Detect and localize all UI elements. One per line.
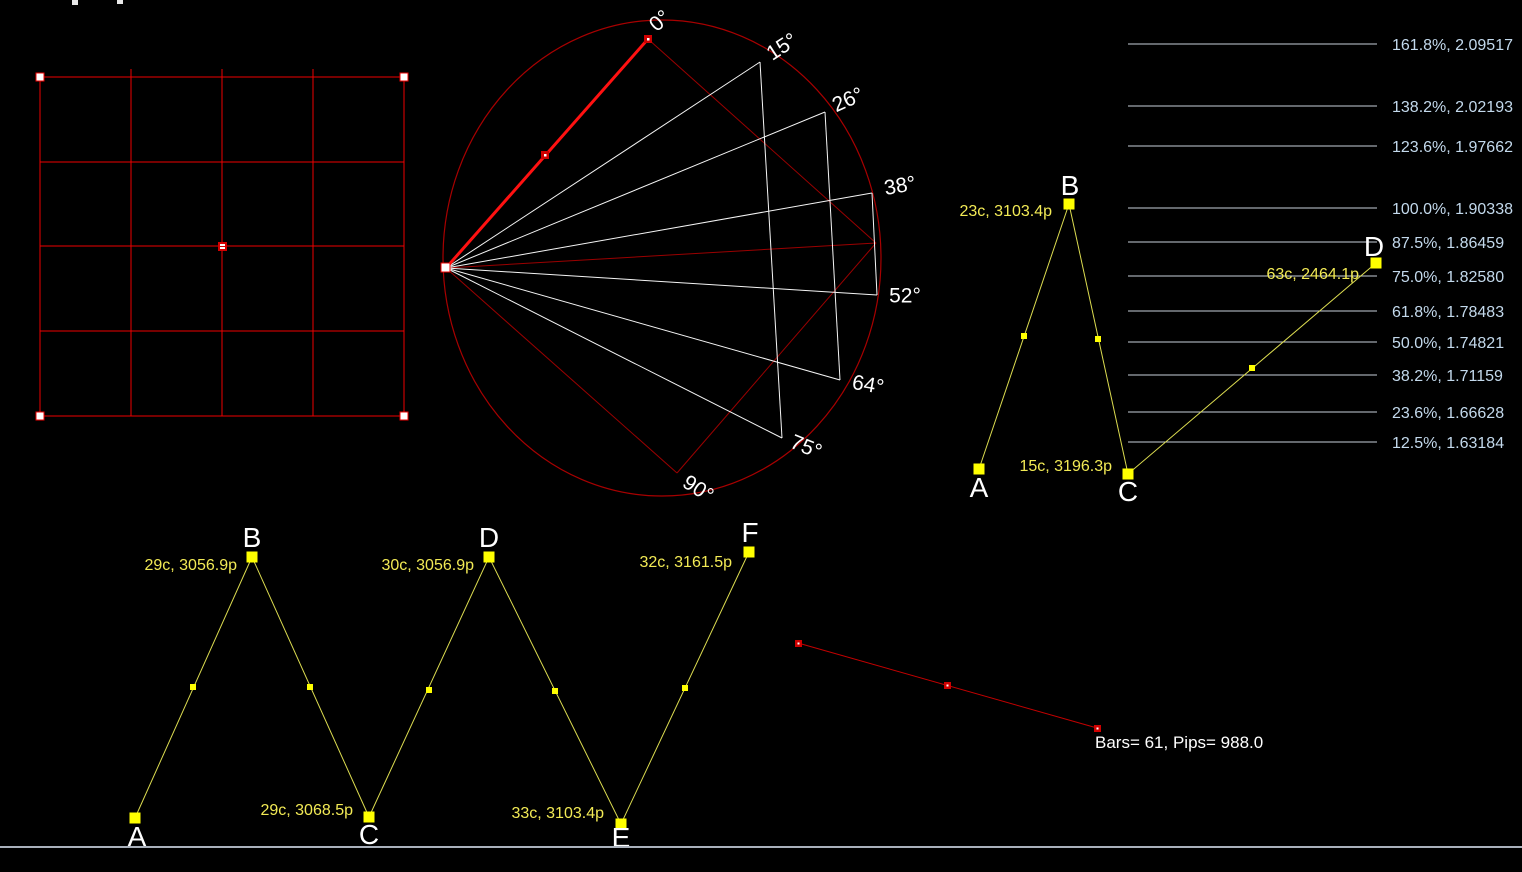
fib-level-label: 100.0%, 1.90338 bbox=[1392, 201, 1513, 218]
handle-core-dot bbox=[544, 154, 547, 157]
zigzag-letter-B: B bbox=[243, 522, 262, 553]
gann-grid-center-handle[interactable] bbox=[218, 242, 227, 251]
gann-angle-label: 75° bbox=[787, 430, 825, 463]
zigzag-pip-D: 30c, 3056.9p bbox=[381, 557, 474, 574]
zigzag-pattern[interactable]: A B C D E F 29c, 3056.9p 29c, 3068.5p 30… bbox=[128, 517, 759, 853]
fib-level-label: 50.0%, 1.74821 bbox=[1392, 335, 1504, 352]
abcd-mid-handle[interactable] bbox=[1249, 365, 1255, 371]
gann-red-chord[interactable] bbox=[445, 242, 877, 269]
zigzag-mid-handle[interactable] bbox=[190, 684, 196, 690]
zigzag-anchor-E[interactable] bbox=[615, 818, 627, 830]
gann-vertex-handle[interactable] bbox=[440, 262, 451, 273]
gann-angle-label: 15° bbox=[762, 29, 801, 66]
abcd-mid-handle[interactable] bbox=[1095, 336, 1101, 342]
abcd-pip-C: 15c, 3196.3p bbox=[1019, 458, 1112, 475]
abcd-letter-B: B bbox=[1061, 170, 1080, 201]
handle-core-dot bbox=[797, 642, 800, 645]
gann-grid-handle[interactable] bbox=[35, 72, 45, 82]
zigzag-pip-B: 29c, 3056.9p bbox=[144, 557, 237, 574]
abcd-anchor-D[interactable] bbox=[1370, 257, 1382, 269]
fib-level-label: 87.5%, 1.86459 bbox=[1392, 235, 1504, 252]
zigzag-anchor-A[interactable] bbox=[129, 812, 141, 824]
handle-core-dot bbox=[946, 684, 949, 687]
zigzag-pip-E: 33c, 3103.4p bbox=[511, 805, 604, 822]
gann-grid-center-glyph bbox=[220, 247, 225, 249]
clipped-text-fragment bbox=[72, 0, 78, 5]
gann-fan-chord[interactable] bbox=[759, 61, 783, 439]
zigzag-polyline[interactable] bbox=[134, 551, 750, 826]
zigzag-mid-handle[interactable] bbox=[307, 684, 313, 690]
abcd-pattern[interactable]: A B C D 23c, 3103.4p 15c, 3196.3p 63c, 2… bbox=[959, 170, 1384, 507]
zigzag-pip-F: 32c, 3161.5p bbox=[639, 554, 732, 571]
gann-grid-center-glyph bbox=[220, 244, 225, 246]
zigzag-anchor-D[interactable] bbox=[483, 551, 495, 563]
gann-angle-label: 38° bbox=[882, 172, 917, 200]
gann-fan-ray-38[interactable] bbox=[445, 192, 873, 269]
zigzag-letter-F: F bbox=[741, 517, 758, 548]
abcd-letter-D: D bbox=[1364, 231, 1384, 262]
fib-level-label: 38.2%, 1.71159 bbox=[1392, 368, 1503, 385]
trendline-tool[interactable]: Bars= 61, Pips= 988.0 bbox=[795, 640, 1263, 752]
fib-level-label: 12.5%, 1.63184 bbox=[1392, 435, 1504, 452]
zigzag-mid-handle[interactable] bbox=[552, 688, 558, 694]
abcd-mid-handle[interactable] bbox=[1021, 333, 1027, 339]
gann-red-chord[interactable] bbox=[445, 267, 678, 474]
gann-red-chord[interactable] bbox=[647, 38, 877, 244]
gann-angle-label: 0° bbox=[645, 6, 675, 37]
abcd-letter-C: C bbox=[1118, 476, 1138, 507]
clipped-text-fragment bbox=[117, 0, 123, 4]
zigzag-letter-E: E bbox=[612, 822, 631, 853]
abcd-anchor-A[interactable] bbox=[973, 463, 985, 475]
gann-fan-chord[interactable] bbox=[871, 192, 878, 296]
gann-fan-chord[interactable] bbox=[824, 111, 841, 381]
zigzag-anchor-F[interactable] bbox=[743, 546, 755, 558]
gann-fan-ray-52[interactable] bbox=[445, 267, 878, 296]
gann-circle-tool[interactable]: 0° 15° 26° 38° 52° 64° 75° 90° bbox=[440, 6, 921, 508]
gann-grid[interactable] bbox=[35, 69, 409, 421]
zigzag-pip-C: 29c, 3068.5p bbox=[260, 802, 353, 819]
fib-level-label: 61.8%, 1.78483 bbox=[1392, 304, 1504, 321]
gann-fan-ray-15[interactable] bbox=[445, 61, 761, 269]
abcd-polyline[interactable] bbox=[978, 202, 1377, 475]
handle-core-dot bbox=[1096, 727, 1099, 730]
fibonacci-retracement[interactable]: 161.8%, 2.09517 138.2%, 2.02193 123.6%, … bbox=[1128, 37, 1513, 452]
fib-level-label: 75.0%, 1.82580 bbox=[1392, 269, 1504, 286]
zigzag-mid-handle[interactable] bbox=[682, 685, 688, 691]
gann-fan-ray-64[interactable] bbox=[445, 267, 841, 381]
chart-bottom-separator bbox=[0, 846, 1522, 848]
gann-fan-ray-75[interactable] bbox=[445, 267, 783, 439]
zigzag-anchor-B[interactable] bbox=[246, 551, 258, 563]
gann-red-chord[interactable] bbox=[676, 242, 877, 474]
abcd-anchor-B[interactable] bbox=[1063, 198, 1075, 210]
zigzag-anchor-C[interactable] bbox=[363, 811, 375, 823]
gann-angle-label: 64° bbox=[850, 371, 885, 399]
trendline-bars-pips-label: Bars= 61, Pips= 988.0 bbox=[1095, 733, 1263, 752]
zigzag-letter-D: D bbox=[479, 522, 499, 553]
zigzag-letter-A: A bbox=[128, 821, 147, 852]
handle-core-dot bbox=[647, 38, 650, 41]
abcd-letter-A: A bbox=[970, 472, 989, 503]
abcd-pip-B: 23c, 3103.4p bbox=[959, 203, 1052, 220]
fib-level-label: 23.6%, 1.66628 bbox=[1392, 405, 1504, 422]
gann-grid-handle[interactable] bbox=[399, 411, 409, 421]
fib-level-label: 161.8%, 2.09517 bbox=[1392, 37, 1513, 54]
abcd-pip-D: 63c, 2464.1p bbox=[1266, 266, 1359, 283]
gann-circle[interactable] bbox=[442, 19, 882, 497]
gann-angle-label: 90° bbox=[678, 471, 717, 508]
gann-angle-label: 52° bbox=[889, 285, 921, 308]
zigzag-letter-C: C bbox=[359, 819, 379, 850]
gann-fan-ray-26[interactable] bbox=[445, 111, 826, 269]
fib-level-label: 138.2%, 2.02193 bbox=[1392, 99, 1513, 116]
zigzag-mid-handle[interactable] bbox=[426, 687, 432, 693]
fib-level-label: 123.6%, 1.97662 bbox=[1392, 139, 1513, 156]
gann-grid-handle[interactable] bbox=[399, 72, 409, 82]
gann-grid-handle[interactable] bbox=[35, 411, 45, 421]
abcd-anchor-C[interactable] bbox=[1122, 468, 1134, 480]
